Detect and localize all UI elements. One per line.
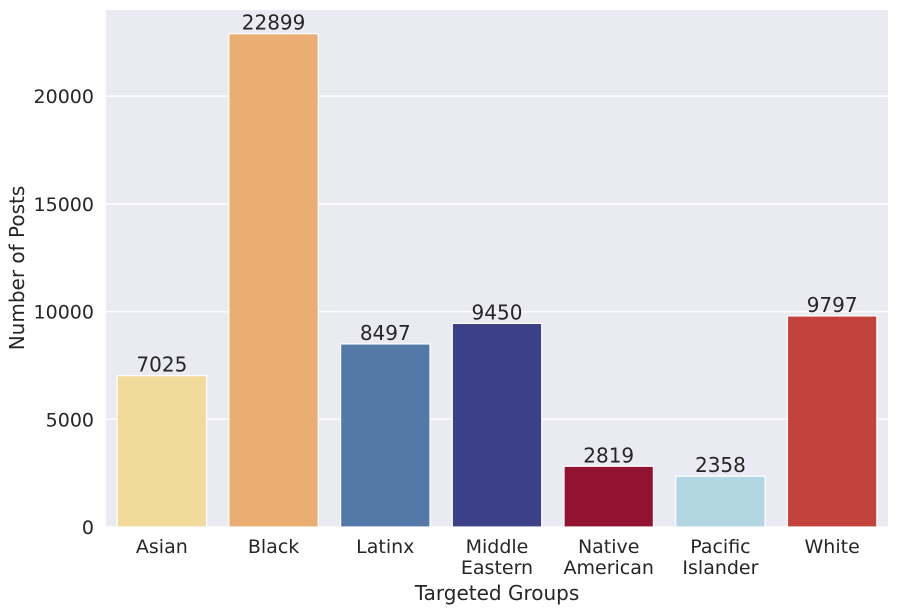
x-tick-label: Asian xyxy=(136,536,188,558)
x-tick-label: Middle xyxy=(466,536,529,558)
y-tick-label: 20000 xyxy=(34,86,94,108)
y-tick-label: 0 xyxy=(82,517,94,539)
bar xyxy=(786,315,878,528)
bar xyxy=(228,33,319,528)
data-label: 9797 xyxy=(807,293,858,317)
x-tick-label: Pacific xyxy=(690,536,750,558)
y-tick-label: 5000 xyxy=(46,409,94,431)
bar xyxy=(340,343,431,528)
bar xyxy=(563,465,654,528)
x-tick-label: Eastern xyxy=(461,557,533,579)
x-axis-title: Targeted Groups xyxy=(414,581,580,605)
x-tick-label: White xyxy=(805,536,860,558)
data-label: 7025 xyxy=(136,353,187,377)
data-label: 8497 xyxy=(360,321,411,345)
x-tick-label: American xyxy=(564,557,654,579)
bar xyxy=(675,475,766,528)
x-tick-label: Native xyxy=(578,536,640,558)
x-tick-label: Islander xyxy=(682,557,758,579)
data-label: 2358 xyxy=(695,453,746,477)
data-label: 2819 xyxy=(583,443,634,467)
bars xyxy=(116,33,878,528)
y-tick-label: 10000 xyxy=(34,302,94,324)
x-tick-label: Black xyxy=(248,536,299,558)
data-label: 9450 xyxy=(472,300,523,324)
data-label: 22899 xyxy=(242,11,306,35)
x-tick-label: Latinx xyxy=(356,536,414,558)
y-tick-label: 15000 xyxy=(34,194,94,216)
y-tick-labels: 0 5000 10000 15000 20000 xyxy=(34,86,94,539)
y-axis-title: Number of Posts xyxy=(5,186,29,351)
bar xyxy=(451,322,543,528)
bar xyxy=(116,375,208,528)
data-labels: 7025 22899 8497 9450 2819 2358 9797 xyxy=(136,11,857,477)
